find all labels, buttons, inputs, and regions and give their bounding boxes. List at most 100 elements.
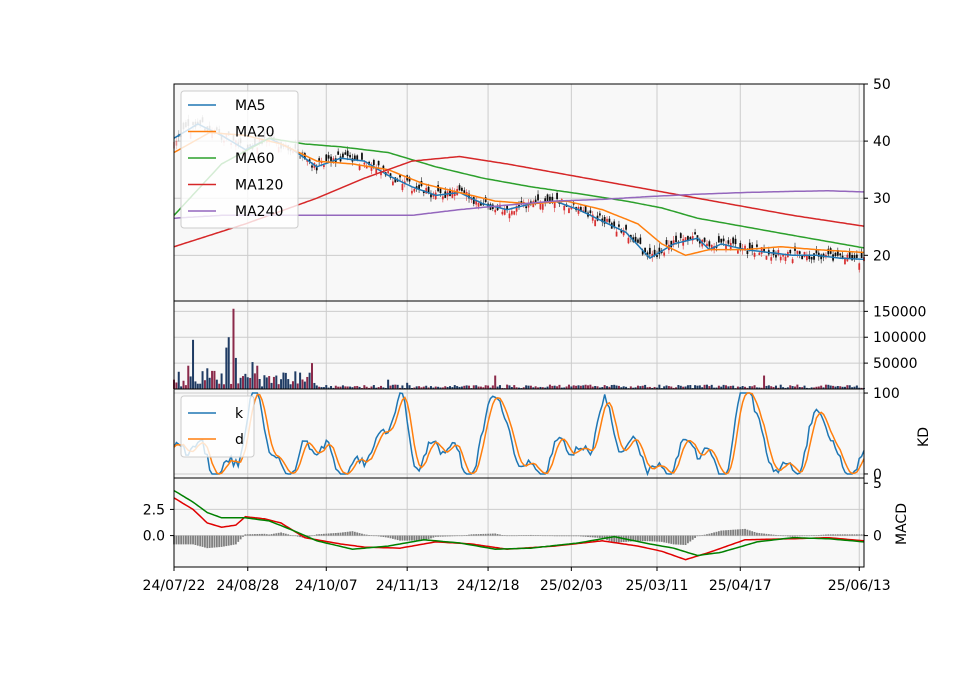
volume-bar: [760, 387, 763, 389]
volume-bar: [420, 387, 423, 389]
macd-histogram-bar: [720, 530, 723, 536]
macd-histogram-bar: [796, 535, 799, 537]
macd-histogram-bar: [482, 533, 485, 536]
volume-bar: [180, 386, 183, 389]
volume-bar: [375, 387, 378, 389]
candle-body: [622, 230, 625, 236]
volume-bar: [444, 386, 447, 389]
macd-histogram-bar: [808, 535, 811, 537]
volume-bar: [646, 387, 649, 389]
volume-bar: [820, 385, 823, 389]
volume-bar: [556, 386, 559, 389]
macd-histogram-bar: [177, 535, 180, 545]
candle-body: [717, 236, 720, 243]
candle-body: [637, 239, 639, 243]
candle-body: [708, 241, 711, 247]
legend-label-d: d: [235, 432, 244, 448]
macd-lines: [173, 489, 865, 561]
volume-bar: [475, 385, 478, 389]
candle-body: [679, 233, 682, 239]
x-tick-label: 25/02/03: [540, 578, 603, 594]
volume-bar: [313, 382, 316, 389]
macd-left-tick-label: 2.5: [143, 502, 165, 518]
volume-bar: [429, 386, 432, 389]
macd-histogram-bar: [713, 532, 716, 536]
macd-histogram-bar: [534, 535, 537, 536]
macd-histogram-bar: [289, 534, 292, 536]
candle-body: [703, 237, 706, 242]
volume-bar: [701, 387, 704, 389]
volume-bar: [784, 387, 787, 389]
macd-histogram-bar: [218, 535, 221, 548]
macd-histogram-bar: [651, 535, 654, 542]
volume-bar: [251, 362, 254, 389]
macd-histogram-bar: [460, 535, 463, 537]
macd-histogram-bar: [468, 534, 470, 536]
macd-histogram-bar: [294, 535, 297, 537]
candle-body: [544, 198, 547, 204]
volume-bar: [801, 387, 804, 389]
candle-body: [441, 196, 444, 200]
volume-bar: [284, 372, 287, 389]
volume-bar: [363, 385, 366, 389]
volume-bar: [192, 339, 195, 389]
candle-body: [851, 255, 854, 261]
macd-histogram-bar: [277, 532, 280, 536]
macd-histogram-bar: [539, 535, 542, 536]
volume-bar: [306, 376, 309, 389]
candle-body: [387, 171, 390, 174]
volume-bar: [648, 386, 651, 389]
volume-bar: [187, 365, 190, 389]
macd-histogram-bar: [196, 535, 199, 546]
volume-bar: [851, 387, 854, 389]
macd-histogram-bar: [311, 535, 313, 537]
macd-histogram-bar: [192, 535, 194, 545]
macd-histogram-bar: [230, 535, 233, 546]
macd-histogram-bar: [513, 535, 516, 537]
candle-body: [589, 210, 592, 213]
volume-bar: [291, 381, 294, 389]
candle-body: [748, 242, 751, 249]
macd-histogram-bar: [803, 535, 806, 537]
macd-histogram-bar: [430, 535, 432, 539]
macd-right-tick-label: 0: [873, 529, 882, 545]
volume-bar: [206, 368, 209, 389]
volume-bar: [463, 385, 466, 389]
volume-bar: [525, 385, 528, 389]
macd-histogram-bar: [613, 535, 616, 543]
macd-histogram-bar: [189, 535, 192, 545]
macd-histogram-bar: [465, 535, 468, 536]
macd-histogram-bar: [339, 532, 342, 536]
macd-histogram-bar: [820, 534, 823, 536]
candle-body: [665, 240, 668, 245]
volume-bar: [320, 387, 323, 389]
macd-histogram-bar: [553, 535, 556, 537]
macd-histogram-bar: [411, 535, 413, 541]
volume-bar: [544, 387, 547, 389]
candle-body: [534, 199, 537, 204]
volume-bar: [705, 384, 708, 389]
macd-histogram-bar: [658, 535, 661, 542]
volume-bar: [220, 373, 223, 389]
volume-bar: [656, 387, 658, 389]
volume-bar: [770, 386, 773, 389]
x-tick-label: 25/03/11: [626, 578, 689, 594]
candle-body: [356, 155, 359, 161]
volume-bar: [261, 386, 264, 389]
macd-histogram-bar: [246, 534, 249, 536]
candle-body: [322, 165, 325, 167]
volume-bar: [722, 384, 725, 389]
volume-bar: [727, 386, 730, 389]
volume-bar: [427, 387, 430, 389]
candle-body: [663, 252, 666, 256]
macd-histogram-bar: [801, 535, 804, 537]
volume-bar: [230, 383, 233, 389]
macd-histogram-bar: [251, 534, 254, 536]
macd-histogram-bar: [694, 535, 696, 538]
candle-body: [327, 155, 330, 159]
volume-bar: [629, 386, 632, 389]
volume-bar: [551, 385, 554, 389]
kd-legend: kd: [180, 395, 255, 458]
volume-bar: [487, 385, 490, 389]
price-legend: MA5 MA20 MA60 MA120 MA240: [180, 90, 299, 229]
